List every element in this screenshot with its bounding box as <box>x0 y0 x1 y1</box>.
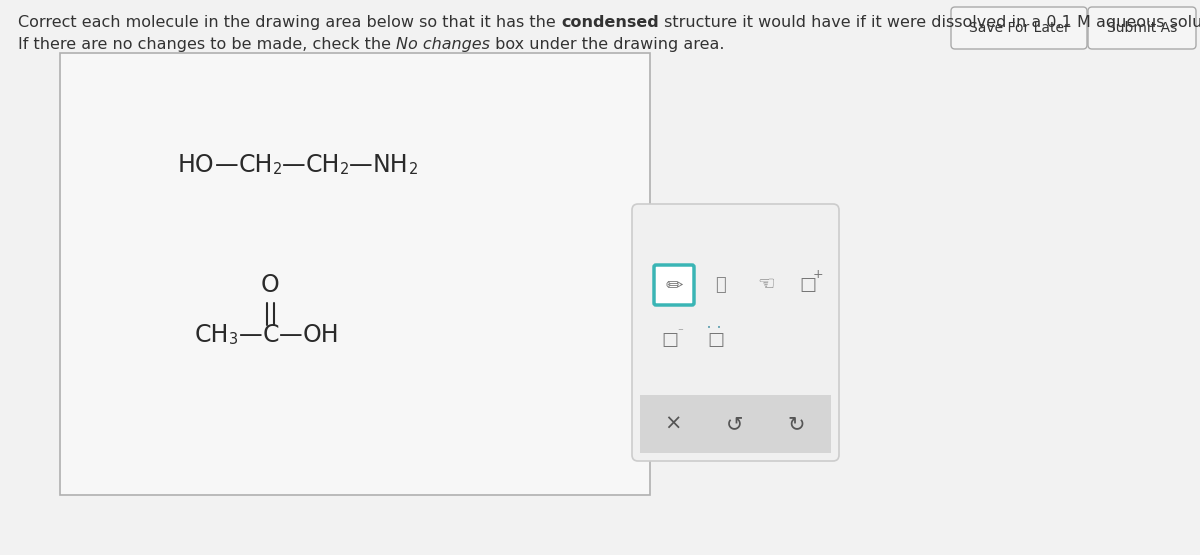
Text: Save For Later: Save For Later <box>968 21 1069 35</box>
Text: CH: CH <box>306 153 340 177</box>
Text: ↺: ↺ <box>726 414 744 434</box>
Text: —: — <box>349 153 373 177</box>
Text: ⁻: ⁻ <box>677 327 683 337</box>
Text: —: — <box>239 323 262 347</box>
Text: ✏: ✏ <box>665 275 683 295</box>
Text: ×: × <box>665 414 682 434</box>
Text: No changes: No changes <box>396 37 490 52</box>
Bar <box>60 53 650 495</box>
Text: condensed: condensed <box>560 15 659 30</box>
Text: □: □ <box>799 276 816 294</box>
Text: O: O <box>262 273 280 297</box>
Text: CH: CH <box>239 153 272 177</box>
FancyBboxPatch shape <box>952 7 1087 49</box>
Text: box under the drawing area.: box under the drawing area. <box>490 37 725 52</box>
Text: structure it would have if it were dissolved in a 0.1 M aqueous solution of HCl.: structure it would have if it were disso… <box>659 15 1200 30</box>
Text: —: — <box>215 153 239 177</box>
Text: Submit As: Submit As <box>1106 21 1177 35</box>
Bar <box>640 395 830 453</box>
Text: □: □ <box>661 331 678 349</box>
Text: ↻: ↻ <box>787 414 805 434</box>
Text: —: — <box>278 323 302 347</box>
Text: If there are no changes to be made, check the: If there are no changes to be made, chec… <box>18 37 396 52</box>
Text: HO: HO <box>178 153 215 177</box>
Text: ⬧: ⬧ <box>715 276 725 294</box>
FancyBboxPatch shape <box>632 204 839 461</box>
Text: —: — <box>282 153 306 177</box>
Text: •: • <box>707 325 710 331</box>
Text: Correct each molecule in the drawing area below so that it has the: Correct each molecule in the drawing are… <box>18 15 560 30</box>
FancyBboxPatch shape <box>1088 7 1196 49</box>
Text: OH: OH <box>302 323 338 347</box>
Text: +: + <box>812 269 823 281</box>
Text: 2: 2 <box>272 162 282 177</box>
Text: ☜: ☜ <box>757 275 775 295</box>
FancyBboxPatch shape <box>654 265 694 305</box>
Text: 2: 2 <box>340 162 349 177</box>
Text: C: C <box>262 323 278 347</box>
Text: NH: NH <box>373 153 409 177</box>
Text: 2: 2 <box>409 162 418 177</box>
Text: □: □ <box>708 331 725 349</box>
Text: CH: CH <box>194 323 229 347</box>
Text: •: • <box>718 325 721 331</box>
Text: 3: 3 <box>229 332 239 347</box>
